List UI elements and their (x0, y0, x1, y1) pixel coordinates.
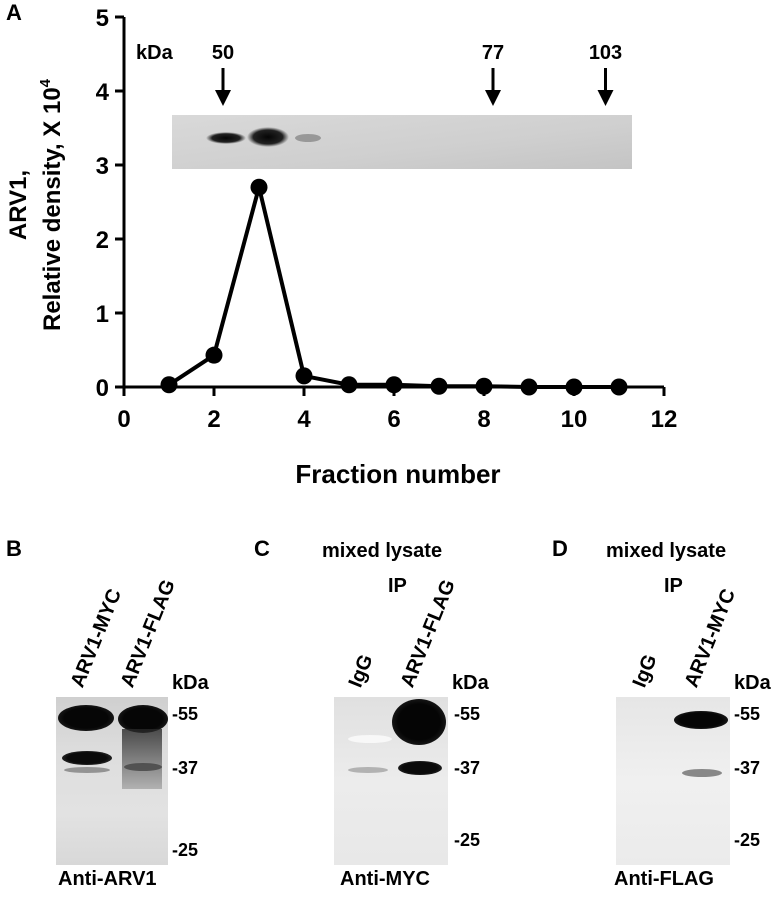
blot-band-fraction-2 (206, 132, 246, 144)
panel-c-marker-37: -37 (454, 758, 481, 778)
lane-label-igg-d: IgG (628, 651, 662, 691)
marker-arrow-head-50 (215, 90, 231, 106)
panel-b-marker-25: -25 (172, 840, 199, 860)
panel-b-antibody: Anti-ARV1 (58, 868, 157, 890)
band-d-myc-55 (674, 711, 728, 729)
marker-arrow-head-103 (597, 90, 614, 106)
panel-d-marker-55: -55 (734, 704, 761, 724)
lane-label-arv1-myc: ARV1-MYC (66, 585, 127, 691)
panel-c-marker-25: -25 (454, 830, 481, 850)
y-axis-label-superscript: 4 (37, 78, 54, 87)
marker-arrow-head-77 (485, 90, 501, 106)
panel-c-kda-label: kDa (452, 672, 489, 694)
panel-c-ip-label: IP (388, 575, 407, 597)
panel-d-kda-label: kDa (734, 672, 771, 694)
fraction-blot-inset (172, 115, 632, 169)
y-tick-label-1: 1 (96, 301, 109, 328)
y-tick-label-5: 5 (96, 5, 109, 32)
x-axis-label: Fraction number (295, 459, 500, 489)
panel-c-title: mixed lysate (322, 540, 443, 562)
x-tick-label-0: 0 (117, 406, 130, 433)
x-tick-label-10: 10 (561, 406, 588, 433)
data-point-fraction-9 (520, 378, 538, 396)
panel-c-marker-55: -55 (454, 704, 481, 724)
blot-band-fraction-3 (247, 127, 289, 147)
panel-b-kda-label: kDa (172, 672, 209, 694)
data-point-fraction-8 (475, 377, 493, 395)
panel-b-letter: B (6, 536, 22, 561)
x-tick-label-8: 8 (477, 406, 490, 433)
panel-c-blot (334, 697, 448, 865)
x-tick-label-4: 4 (297, 406, 311, 433)
panel-b-marker-37: -37 (172, 758, 199, 778)
y-tick-label-3: 3 (96, 153, 109, 180)
band-c-flag-55 (392, 699, 446, 745)
panel-d-marker-25: -25 (734, 830, 761, 850)
y-tick-label-2: 2 (96, 227, 109, 254)
panel-d-blot (616, 697, 730, 865)
panel-a-letter: A (6, 0, 22, 25)
size-marker-arrows: 50 77 103 (212, 42, 622, 106)
blot-band-fraction-4 (295, 134, 321, 142)
y-axis-label-line1: ARV1, (5, 170, 32, 240)
marker-label-77: 77 (482, 42, 504, 64)
panel-c-letter: C (254, 536, 270, 561)
panel-d-ip-label: IP (664, 575, 683, 597)
marker-label-50: 50 (212, 42, 234, 64)
band-b-lane2-55 (118, 705, 168, 733)
band-c-flag-37 (398, 761, 442, 775)
data-point-fraction-7 (430, 377, 448, 395)
x-tick-label-2: 2 (207, 406, 220, 433)
band-b-lane1-37 (62, 751, 112, 765)
panel-d-letter: D (552, 536, 568, 561)
chart-series (160, 178, 628, 396)
panel-d-antibody: Anti-FLAG (614, 868, 714, 890)
y-axis-label-line2: Relative density, X 104 (37, 78, 66, 331)
marker-label-103: 103 (589, 42, 622, 64)
band-b-lane2-33 (124, 763, 162, 771)
data-point-fraction-1 (160, 376, 178, 394)
inset-kda-label: kDa (136, 42, 174, 64)
series-line-0 (167, 185, 619, 389)
band-b-lane1-33 (64, 767, 110, 773)
smear-b-lane2 (122, 729, 162, 789)
y-tick-label-4: 4 (96, 79, 110, 106)
band-d-myc-37 (682, 769, 722, 777)
panel-b-blot (56, 697, 168, 865)
lane-label-arv1-myc-d: ARV1-MYC (680, 585, 741, 691)
panel-d-marker-37: -37 (734, 758, 761, 778)
data-point-fraction-11 (610, 378, 628, 396)
panel-c-antibody: Anti-MYC (340, 868, 430, 890)
data-point-fraction-3 (250, 178, 268, 196)
y-tick-label-0: 0 (96, 375, 109, 402)
data-point-fraction-10 (565, 378, 583, 396)
lane-label-igg-c: IgG (344, 651, 378, 691)
x-tick-label-6: 6 (387, 406, 400, 433)
band-c-igg-faint (348, 735, 392, 743)
x-tick-label-12: 12 (651, 406, 678, 433)
panel-b-marker-55: -55 (172, 704, 199, 724)
band-b-lane1-55 (58, 705, 114, 731)
data-point-fraction-2 (205, 346, 223, 364)
data-point-fraction-5 (340, 376, 358, 394)
data-point-fraction-6 (385, 376, 403, 394)
panel-d-title: mixed lysate (606, 540, 727, 562)
band-c-igg-37 (348, 767, 388, 773)
data-point-fraction-4 (295, 367, 313, 385)
